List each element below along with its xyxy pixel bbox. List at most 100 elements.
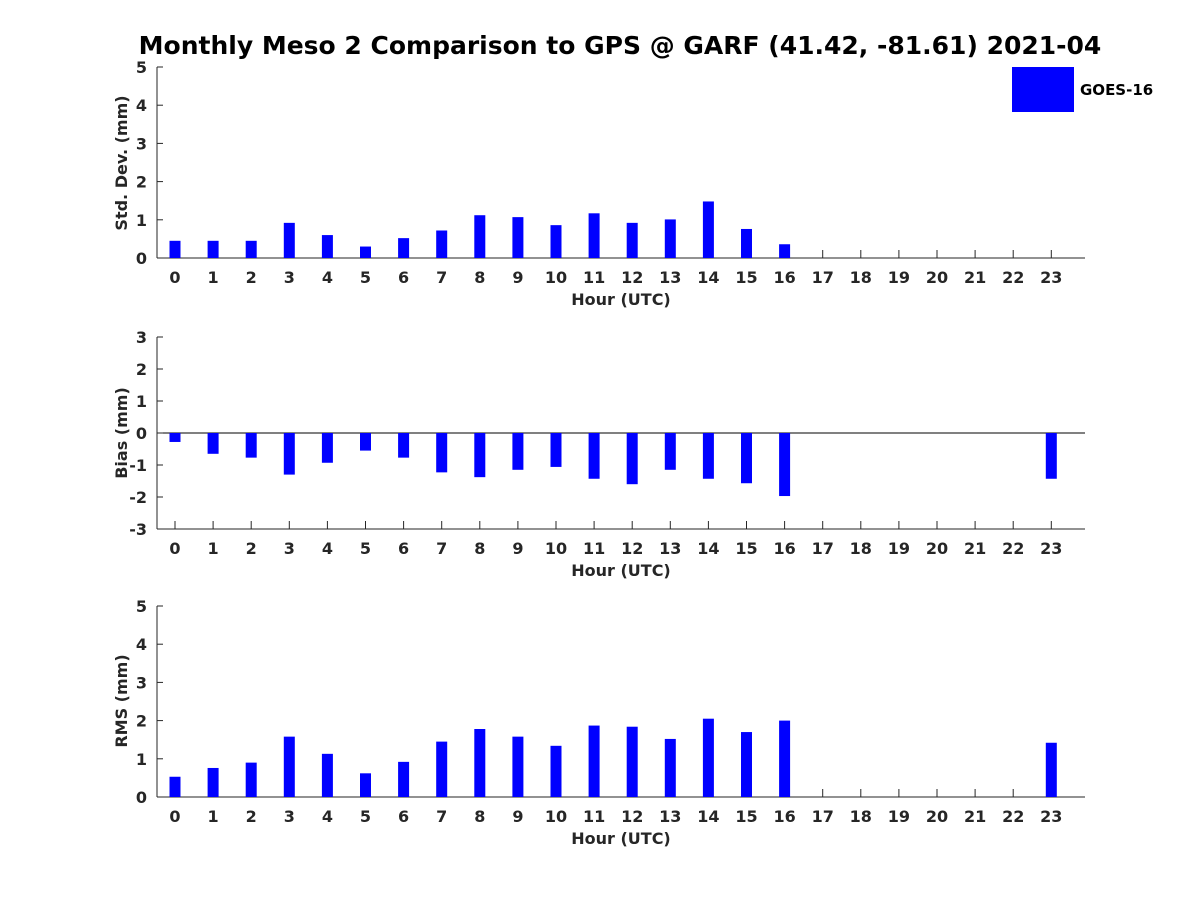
x-tick-label: 14: [697, 268, 719, 287]
bar: [169, 776, 181, 797]
x-tick-label: 21: [964, 268, 986, 287]
x-tick-label: 13: [659, 268, 681, 287]
x-tick-label: 18: [850, 539, 872, 558]
x-tick-label: 15: [735, 807, 757, 826]
bar: [702, 718, 714, 797]
bar: [1045, 742, 1057, 797]
y-tick-label: -2: [129, 488, 147, 507]
y-tick-label: 3: [136, 673, 147, 692]
x-tick-label: 21: [964, 807, 986, 826]
bar: [283, 433, 295, 475]
bar: [360, 433, 371, 451]
bar: [550, 433, 562, 467]
bar: [207, 240, 219, 258]
x-tick-label: 8: [474, 268, 485, 287]
x-tick-label: 10: [545, 807, 567, 826]
bar: [779, 433, 791, 497]
bar: [474, 729, 486, 797]
x-tick-label: 17: [812, 807, 834, 826]
x-tick-label: 4: [322, 539, 333, 558]
x-tick-label: 7: [436, 539, 447, 558]
x-tick-label: 19: [888, 268, 910, 287]
x-tick-label: 11: [583, 268, 605, 287]
bar: [474, 433, 486, 478]
x-tick-label: 6: [398, 807, 409, 826]
bar: [664, 219, 676, 258]
x-tick-label: 7: [436, 268, 447, 287]
bar: [550, 745, 562, 797]
bar: [626, 433, 638, 485]
bar: [1045, 433, 1057, 479]
y-tick-label: 2: [136, 173, 147, 192]
bar: [664, 433, 676, 470]
x-tick-label: 22: [1002, 807, 1024, 826]
bar: [512, 217, 524, 258]
y-tick-label: 5: [136, 597, 147, 616]
bar: [512, 433, 524, 470]
bar: [207, 767, 219, 797]
bar: [779, 244, 791, 258]
bar: [398, 433, 410, 458]
x-tick-label: 12: [621, 539, 643, 558]
bar: [588, 433, 600, 479]
x-tick-label: 18: [850, 268, 872, 287]
bar: [169, 433, 181, 442]
x-tick-label: 5: [360, 539, 371, 558]
x-tick-label: 23: [1040, 807, 1062, 826]
x-tick-label: 1: [208, 807, 219, 826]
bar: [474, 215, 486, 258]
chart-title: Monthly Meso 2 Comparison to GPS @ GARF …: [139, 31, 1102, 60]
bar: [779, 720, 791, 797]
x-tick-label: 19: [888, 807, 910, 826]
x-tick-label: 9: [512, 268, 523, 287]
bar: [626, 726, 638, 797]
bar: [436, 741, 448, 797]
bar: [588, 213, 600, 258]
bar: [245, 762, 257, 797]
x-tick-label: 13: [659, 539, 681, 558]
x-tick-label: 0: [169, 268, 180, 287]
x-tick-label: 3: [284, 268, 295, 287]
x-tick-label: 1: [208, 539, 219, 558]
y-tick-label: -3: [129, 520, 147, 539]
bar: [741, 228, 752, 258]
x-tick-label: 16: [773, 807, 795, 826]
bar: [550, 225, 562, 258]
x-tick-label: 12: [621, 268, 643, 287]
legend: GOES-16: [1012, 67, 1153, 112]
y-tick-label: 5: [136, 58, 147, 77]
bar: [207, 433, 219, 454]
bar: [360, 246, 371, 258]
x-tick-label: 14: [697, 539, 719, 558]
legend-swatch: [1012, 67, 1074, 112]
bar: [741, 433, 752, 484]
x-tick-label: 19: [888, 539, 910, 558]
x-tick-label: 3: [284, 539, 295, 558]
x-tick-label: 13: [659, 807, 681, 826]
y-axis-label: Std. Dev. (mm): [112, 95, 131, 230]
x-tick-label: 2: [246, 268, 257, 287]
x-tick-label: 9: [512, 539, 523, 558]
x-tick-label: 0: [169, 807, 180, 826]
bar: [664, 738, 676, 797]
y-axis-label: Bias (mm): [112, 387, 131, 479]
x-axis-label: Hour (UTC): [571, 561, 671, 580]
x-tick-label: 10: [545, 268, 567, 287]
x-tick-label: 15: [735, 268, 757, 287]
y-axis-label: RMS (mm): [112, 654, 131, 747]
y-tick-label: 1: [136, 392, 147, 411]
bar: [283, 736, 295, 797]
y-tick-label: 1: [136, 211, 147, 230]
x-tick-label: 7: [436, 807, 447, 826]
bar: [321, 235, 333, 258]
x-tick-label: 17: [812, 268, 834, 287]
x-tick-label: 8: [474, 807, 485, 826]
x-tick-label: 11: [583, 807, 605, 826]
x-tick-label: 23: [1040, 539, 1062, 558]
x-tick-label: 10: [545, 539, 567, 558]
bar: [626, 222, 638, 258]
